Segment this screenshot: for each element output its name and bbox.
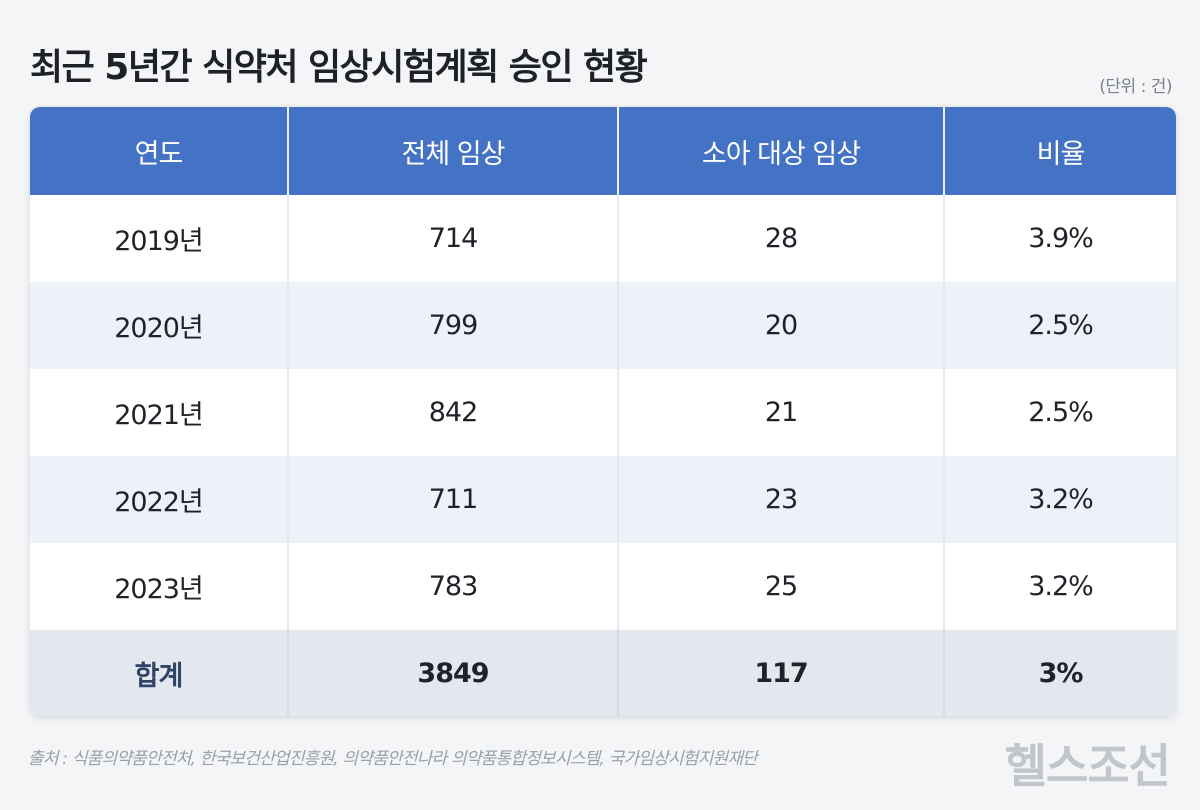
cell-year: 2021년 xyxy=(30,369,288,456)
unit-label: (단위 : 건) xyxy=(1099,77,1172,97)
table-total-row: 합계 3849 117 3% xyxy=(30,630,1176,716)
cell-pediatric-trials: 28 xyxy=(617,195,944,282)
cell-pediatric-trials: 25 xyxy=(617,543,944,630)
cell-total-trials: 799 xyxy=(287,282,618,369)
page-title: 최근 5년간 식약처 임상시험계획 승인 현황 xyxy=(30,47,648,88)
cell-pediatric-trials: 20 xyxy=(617,282,944,369)
table-row: 2023년 783 25 3.2% xyxy=(30,543,1176,630)
approval-table: 연도 전체 임상 소아 대상 임상 비율 2019년 714 28 3.9% 2… xyxy=(30,107,1176,716)
total-trials-sum: 3849 xyxy=(287,630,618,716)
cell-ratio: 3.9% xyxy=(943,195,1176,282)
total-label: 합계 xyxy=(30,630,288,716)
table-header-row: 연도 전체 임상 소아 대상 임상 비율 xyxy=(30,107,1176,195)
cell-total-trials: 783 xyxy=(287,543,618,630)
cell-ratio: 2.5% xyxy=(943,369,1176,456)
cell-year: 2023년 xyxy=(30,543,288,630)
table-row: 2020년 799 20 2.5% xyxy=(30,282,1176,369)
cell-ratio: 2.5% xyxy=(943,282,1176,369)
header-total-trials: 전체 임상 xyxy=(287,107,618,195)
header-ratio: 비율 xyxy=(943,107,1176,195)
cell-pediatric-trials: 21 xyxy=(617,369,944,456)
cell-total-trials: 842 xyxy=(287,369,618,456)
cell-year: 2020년 xyxy=(30,282,288,369)
cell-year: 2019년 xyxy=(30,195,288,282)
ratio-overall: 3% xyxy=(943,630,1176,716)
cell-total-trials: 711 xyxy=(287,456,618,543)
table-row: 2022년 711 23 3.2% xyxy=(30,456,1176,543)
cell-ratio: 3.2% xyxy=(943,543,1176,630)
header-year: 연도 xyxy=(30,107,288,195)
cell-pediatric-trials: 23 xyxy=(617,456,944,543)
header-pediatric-trials: 소아 대상 임상 xyxy=(617,107,944,195)
table-row: 2019년 714 28 3.9% xyxy=(30,195,1176,282)
publisher-logo: 헬스조선 xyxy=(1004,739,1171,793)
cell-ratio: 3.2% xyxy=(943,456,1176,543)
source-note: 출처 : 식품의약품안전처, 한국보건산업진흥원, 의약품안전나라 의약품통합정… xyxy=(28,749,758,769)
pediatric-trials-sum: 117 xyxy=(617,630,944,716)
cell-total-trials: 714 xyxy=(287,195,618,282)
cell-year: 2022년 xyxy=(30,456,288,543)
data-table-container: 연도 전체 임상 소아 대상 임상 비율 2019년 714 28 3.9% 2… xyxy=(30,107,1176,716)
table-row: 2021년 842 21 2.5% xyxy=(30,369,1176,456)
